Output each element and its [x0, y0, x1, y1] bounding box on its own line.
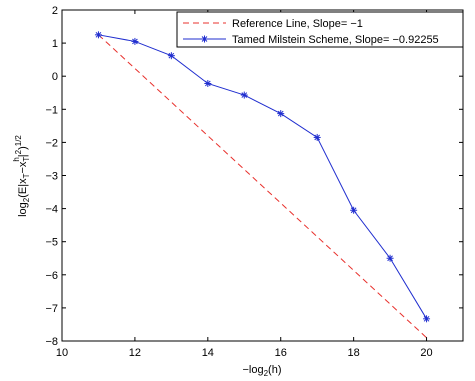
y-tick-label: 1 [52, 38, 58, 50]
legend-label-tamed-milstein: Tamed Milstein Scheme, Slope= −0.92255 [232, 34, 439, 46]
y-label-e: (E|x [17, 178, 29, 198]
x-tick-label: 20 [420, 347, 432, 359]
data-point-marker [313, 133, 321, 141]
y-label-sq: 2 [14, 149, 23, 154]
y-tick-label: −2 [45, 137, 58, 149]
x-axis-label-tail: (h) [268, 364, 281, 376]
y-label-t2: T [22, 157, 31, 162]
x-axis-label: −log2(h) [242, 364, 281, 378]
series-line-1 [98, 34, 427, 320]
data-point-marker [167, 52, 175, 60]
y-label-base: 2 [22, 197, 31, 202]
y-tick-label: 2 [52, 5, 58, 17]
y-axis-label: log2(E|xT−xTh|2)1/2 [12, 135, 31, 217]
data-point-marker [423, 315, 431, 323]
y-tick-label: −8 [45, 336, 58, 348]
y-tick-label: −7 [45, 303, 58, 315]
y-tick-label: −6 [45, 270, 58, 282]
series-layer [94, 31, 431, 339]
x-axis-label-sub: 2 [264, 369, 269, 378]
x-tick-label: 18 [348, 347, 360, 359]
x-tick-label: 14 [202, 347, 214, 359]
data-point-marker [131, 37, 139, 45]
y-label-half: 1/2 [14, 135, 23, 147]
x-axis-label-main: −log [242, 364, 263, 376]
y-label-bar: | [17, 154, 29, 157]
data-point-marker [350, 206, 358, 214]
y-label-t1: T [22, 173, 31, 178]
x-tick-label: 10 [56, 347, 68, 359]
data-point-marker [240, 91, 248, 99]
y-tick-label: −5 [45, 237, 58, 249]
series-line-0 [98, 34, 427, 339]
plot-area [61, 9, 464, 342]
data-point-marker [94, 31, 102, 39]
y-tick-label: −3 [45, 171, 58, 183]
legend: Reference Line, Slope= −1 Tamed Milstein… [176, 11, 464, 48]
data-point-marker [204, 79, 212, 87]
y-label-log: log [17, 202, 29, 217]
legend-marker-asterisk [201, 35, 208, 43]
x-tick-label: 12 [129, 347, 141, 359]
legend-box [176, 11, 464, 48]
legend-asterisk [201, 35, 208, 43]
x-tick-label: 16 [275, 347, 287, 359]
legend-label-reference: Reference Line, Slope= −1 [232, 18, 363, 30]
y-label-h: h [12, 157, 21, 161]
y-label-paren: ) [17, 146, 29, 150]
y-label-minus-x: −x [17, 161, 29, 173]
y-tick-label: −4 [45, 204, 58, 216]
y-tick-label: 0 [52, 71, 58, 83]
data-point-marker [277, 110, 285, 118]
y-tick-label: −1 [45, 104, 58, 116]
data-point-marker [386, 254, 394, 262]
